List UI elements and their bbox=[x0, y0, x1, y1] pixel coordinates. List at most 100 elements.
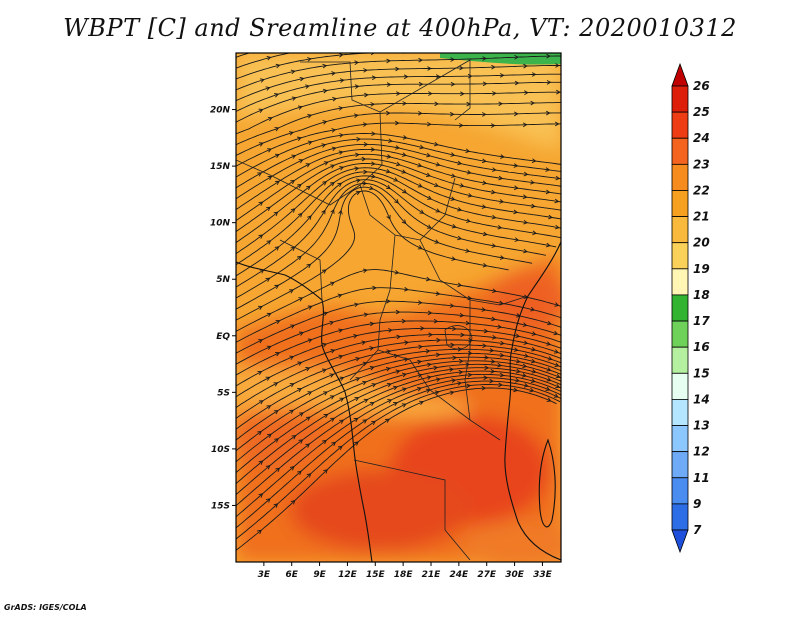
streamline-arrow bbox=[531, 331, 537, 336]
streamline-arrow bbox=[297, 361, 303, 366]
colorbar-segment bbox=[671, 294, 689, 322]
streamline-arrow bbox=[329, 281, 335, 286]
streamline-arrow bbox=[297, 470, 302, 476]
streamline-arrow bbox=[396, 334, 402, 340]
lat-tick-label: 15N bbox=[210, 162, 231, 172]
streamline bbox=[236, 162, 561, 244]
streamline bbox=[236, 133, 561, 178]
streamline-arrow bbox=[465, 218, 471, 223]
streamline-arrow bbox=[362, 181, 368, 186]
streamline-arrow bbox=[297, 105, 303, 110]
streamline-arrow bbox=[546, 377, 552, 382]
lon-tick-label: 18E bbox=[394, 570, 414, 580]
streamline-arrow bbox=[355, 152, 360, 158]
streamline-arrow bbox=[307, 140, 313, 146]
streamline-arrow bbox=[290, 208, 296, 213]
streamline-arrow bbox=[514, 80, 520, 86]
streamline-arrow bbox=[450, 57, 456, 62]
streamline-arrow bbox=[307, 57, 312, 62]
streamline-arrow bbox=[339, 166, 345, 171]
streamline-arrow bbox=[354, 60, 360, 65]
streamline-arrow bbox=[321, 143, 327, 148]
streamline-arrow bbox=[491, 214, 497, 220]
lon-tick-label: 24E bbox=[450, 570, 470, 580]
streamline-arrow bbox=[386, 184, 391, 190]
streamline-arrow bbox=[417, 359, 423, 365]
streamline-arrow bbox=[401, 318, 407, 324]
wbpt-cool-band-south bbox=[236, 365, 470, 420]
streamline-arrow bbox=[402, 101, 408, 106]
streamline-arrow bbox=[548, 214, 553, 220]
streamline bbox=[236, 158, 561, 233]
streamline-arrow bbox=[457, 235, 463, 241]
streamline-arrow bbox=[322, 120, 328, 125]
streamline-arrow bbox=[553, 330, 559, 336]
lat-tick-label: 5S bbox=[217, 388, 230, 398]
streamline-arrow bbox=[499, 352, 505, 358]
streamline-arrow bbox=[404, 340, 410, 345]
streamline-arrow bbox=[354, 396, 360, 402]
streamline-arrow bbox=[266, 345, 272, 350]
streamline-arrow bbox=[395, 369, 401, 375]
colorbar-segment bbox=[671, 320, 689, 348]
streamline bbox=[236, 269, 561, 332]
streamline-arrow bbox=[513, 209, 519, 215]
streamline-arrow bbox=[355, 190, 361, 196]
streamline-arrow bbox=[322, 439, 327, 445]
colorbar-segment bbox=[671, 85, 689, 113]
streamline-arrow bbox=[514, 237, 520, 242]
colorbar-segment bbox=[671, 163, 689, 191]
streamline-arrow bbox=[299, 76, 305, 82]
streamline-arrow bbox=[369, 365, 375, 371]
streamline bbox=[236, 190, 509, 321]
colorbar-segment bbox=[671, 372, 689, 400]
streamline-arrow bbox=[435, 291, 441, 296]
streamline-arrow bbox=[258, 493, 264, 498]
streamline-arrow bbox=[433, 365, 439, 371]
streamline-arrow bbox=[545, 167, 551, 172]
streamline-arrow bbox=[385, 418, 390, 423]
border-3 bbox=[359, 177, 456, 241]
streamline-arrow bbox=[363, 169, 368, 175]
streamline bbox=[236, 112, 561, 156]
streamline bbox=[236, 334, 561, 398]
lon-tick-label: 21E bbox=[422, 570, 442, 580]
border-4 bbox=[349, 234, 396, 381]
streamline bbox=[236, 138, 561, 189]
streamline-arrow bbox=[330, 181, 335, 187]
lon-tick-label: 33E bbox=[533, 570, 553, 580]
streamline-arrow bbox=[457, 381, 463, 386]
streamline-arrow bbox=[291, 435, 297, 440]
streamline-arrow bbox=[258, 49, 262, 53]
colorbar-level-label: 18 bbox=[693, 288, 710, 302]
colorbar-level-label: 25 bbox=[693, 105, 710, 119]
lat-tick-label: EQ bbox=[216, 332, 230, 342]
streamline-arrow bbox=[323, 311, 329, 316]
streamline-arrow bbox=[450, 81, 456, 87]
streamline-arrow bbox=[354, 84, 360, 89]
streamline bbox=[236, 53, 251, 58]
streamline-arrow bbox=[530, 306, 536, 312]
streamline-arrow bbox=[307, 391, 313, 396]
streamline-arrow bbox=[371, 131, 376, 137]
border-10 bbox=[279, 239, 323, 301]
streamline-arrow bbox=[401, 152, 407, 157]
streamline-arrow bbox=[338, 106, 344, 111]
wbpt-hot-core-2 bbox=[290, 470, 470, 550]
streamline-arrow bbox=[451, 223, 457, 229]
streamline bbox=[236, 363, 561, 474]
streamline-arrow bbox=[306, 263, 312, 269]
streamline-arrow bbox=[482, 81, 488, 87]
streamline-arrow bbox=[435, 352, 441, 358]
lon-tick-label: 9E bbox=[313, 570, 326, 580]
colorbar-level-label: 24 bbox=[693, 131, 710, 145]
colorbar-segment bbox=[671, 216, 689, 244]
streamline-arrow bbox=[386, 349, 392, 354]
streamline-arrow bbox=[492, 288, 497, 294]
colorbar-segment bbox=[671, 190, 689, 217]
streamline-arrow bbox=[449, 390, 455, 396]
streamline bbox=[236, 300, 561, 354]
streamline-arrow bbox=[482, 56, 487, 61]
streamline-arrow bbox=[530, 378, 536, 383]
streamline-arrow bbox=[523, 383, 529, 388]
